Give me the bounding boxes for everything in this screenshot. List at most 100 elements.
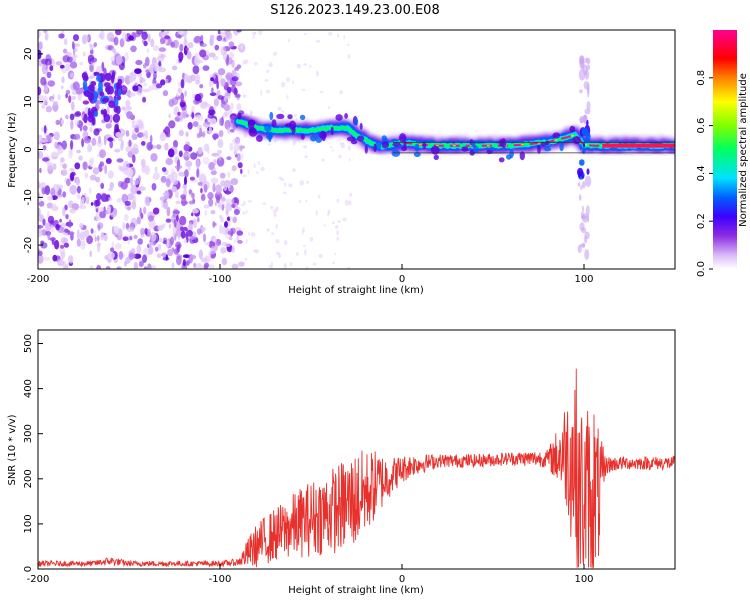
noise-speckle — [213, 134, 217, 141]
noise-speckle — [99, 91, 105, 97]
noise-speckle — [147, 215, 155, 222]
noise-speckle — [107, 170, 114, 179]
noise-speckle — [38, 200, 45, 207]
noise-speckle — [211, 152, 219, 157]
noise-speckle — [73, 133, 81, 140]
x-tick-label: -100 — [209, 274, 232, 285]
burst-blob — [583, 81, 590, 90]
noise-speckle — [66, 178, 71, 187]
noise-speckle — [43, 256, 51, 261]
noise-speckle — [255, 171, 259, 174]
noise-speckle — [188, 189, 192, 195]
figure-title: S126.2023.149.23.00.E08 — [270, 3, 439, 18]
noise-speckle — [305, 266, 309, 269]
noise-speckle — [112, 48, 116, 54]
noise-speckle — [167, 249, 174, 257]
noise-speckle — [217, 95, 224, 100]
noise-speckle — [106, 85, 111, 95]
ridge-blob — [344, 113, 348, 119]
noise-speckle — [142, 78, 146, 83]
burst-blob — [580, 185, 583, 190]
noise-speckle — [156, 144, 162, 150]
noise-speckle — [329, 146, 333, 149]
noise-speckle — [129, 254, 137, 258]
noise-speckle — [152, 83, 156, 88]
ridge-blob — [249, 126, 256, 134]
noise-speckle — [180, 78, 185, 89]
noise-speckle — [304, 249, 307, 256]
noise-speckle — [167, 148, 175, 158]
noise-speckle — [218, 130, 224, 137]
noise-speckle — [182, 254, 191, 259]
noise-speckle — [107, 205, 111, 215]
noise-speckle — [226, 216, 231, 222]
ridge-blob — [364, 145, 368, 154]
burst-blob — [579, 60, 585, 65]
noise-speckle — [191, 110, 194, 120]
noise-speckle — [208, 162, 215, 171]
noise-speckle — [349, 192, 353, 197]
noise-speckle — [338, 138, 341, 141]
noise-speckle — [222, 196, 225, 201]
noise-speckle — [103, 113, 111, 123]
x-tick-label: 0 — [399, 274, 405, 285]
noise-speckle — [208, 109, 216, 116]
noise-speckle — [224, 190, 232, 195]
noise-speckle — [179, 43, 184, 52]
noise-speckle — [231, 76, 239, 82]
noise-speckle — [85, 196, 90, 205]
noise-speckle — [93, 72, 97, 76]
noise-speckle — [261, 202, 267, 205]
noise-speckle — [217, 139, 224, 148]
noise-speckle — [210, 210, 216, 215]
ridge-blob — [335, 114, 343, 121]
ridge-blob — [354, 117, 359, 126]
noise-speckle — [100, 232, 105, 241]
noise-speckle — [38, 86, 42, 96]
burst-blob — [579, 159, 585, 166]
noise-speckle — [98, 135, 102, 144]
noise-speckle — [43, 86, 49, 93]
noise-speckle — [191, 208, 199, 214]
noise-speckle — [247, 168, 250, 175]
noise-speckle — [167, 121, 175, 128]
noise-speckle — [208, 264, 216, 269]
noise-speckle — [231, 203, 236, 208]
noise-speckle — [69, 113, 75, 121]
noise-speckle — [116, 197, 122, 203]
noise-speckle — [171, 186, 177, 193]
noise-speckle — [152, 207, 160, 215]
noise-speckle — [41, 58, 49, 65]
noise-speckle — [114, 242, 122, 250]
noise-speckle — [86, 235, 93, 245]
noise-speckle — [170, 171, 178, 181]
noise-speckle — [127, 206, 131, 211]
ridge-blob — [414, 143, 420, 152]
noise-speckle — [47, 80, 56, 87]
noise-speckle — [223, 37, 227, 42]
noise-speckle — [89, 64, 94, 73]
snr-y-ticks: 0 100 200 300 400 500 — [23, 334, 43, 572]
noise-speckle — [223, 104, 231, 112]
noise-speckle — [154, 166, 158, 173]
noise-speckle — [78, 204, 87, 210]
noise-speckle — [49, 65, 54, 72]
burst-blob — [584, 231, 590, 240]
noise-speckle — [183, 144, 190, 152]
noise-speckle — [196, 59, 204, 64]
noise-speckle — [68, 255, 74, 264]
noise-speckle — [96, 140, 103, 147]
noise-speckle — [176, 92, 179, 98]
noise-speckle — [200, 102, 208, 109]
noise-speckle — [114, 148, 121, 153]
noise-speckle — [296, 63, 301, 69]
noise-speckle — [71, 96, 77, 100]
noise-speckle — [63, 38, 68, 46]
noise-speckle — [137, 132, 144, 138]
noise-speckle — [208, 198, 214, 207]
noise-speckle — [273, 213, 277, 217]
noise-speckle — [131, 147, 139, 155]
noise-speckle — [187, 42, 194, 49]
noise-speckle — [160, 79, 166, 86]
noise-speckle — [95, 208, 99, 213]
